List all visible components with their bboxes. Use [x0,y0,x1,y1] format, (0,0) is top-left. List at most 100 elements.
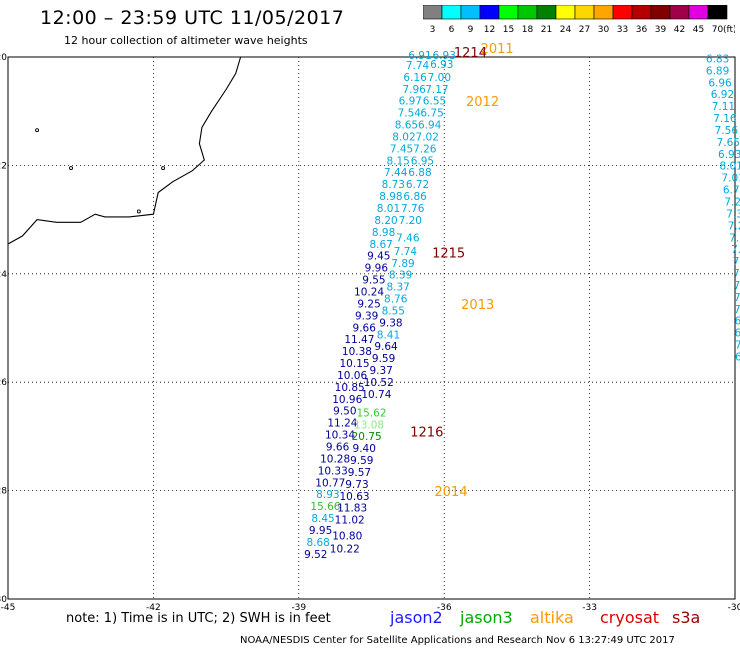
wave-height-value: 7.2 [728,220,740,232]
pass-time-label: 2013 [461,298,494,313]
wave-height-value: 7.65 [717,137,740,149]
pass-time-label: 1216 [410,425,443,440]
color-tick-label: 21 [541,25,552,35]
wave-height-value: 7.74 [406,60,430,72]
pass-time-label: 2014 [435,485,468,500]
color-tick-label: 6 [449,25,455,35]
wave-height-value: 8.98 [372,227,395,239]
wave-height-value: 6.79 [723,185,740,197]
color-tick-label: 9 [468,25,474,35]
wave-height-value: 7.00 [428,72,451,84]
wave-height-value: 7.11 [712,101,735,113]
wave-height-value: 9.95 [309,525,332,537]
wave-height-value: 11.02 [335,515,365,527]
lon-tick-label: -45 [1,603,16,613]
wave-height-value: 6 [735,352,740,364]
lat-tick-label: -26 [0,378,7,388]
wave-height-value: 8.98 [379,191,402,203]
wave-height-value: 7 [734,304,740,316]
wave-height-value: 6.93 [433,50,456,62]
map-subtitle: 12 hour collection of altimeter wave hei… [64,34,308,47]
island [35,128,40,133]
wave-height-value: 8.76 [384,294,408,306]
wave-height-value: 9.66 [326,441,350,453]
island [69,166,73,171]
lon-tick-label: -36 [437,603,452,613]
wave-height-value: 13.08 [354,419,384,431]
wave-height-value: 7. [733,256,740,268]
lon-tick-label: -39 [291,603,306,613]
wave-height-value: 10.80 [332,530,362,542]
legend-s3a: s3a [672,608,701,627]
color-tick-label: 27 [579,25,590,35]
wave-height-value: 10.77 [315,477,345,489]
wave-height-value: 8.15 [386,155,409,167]
credit-line: NOAA/NESDIS Center for Satellite Applica… [240,635,675,646]
wave-height-value: 8.65 [395,120,418,132]
legend-jason2: jason2 [390,608,443,627]
wave-height-value: 7 [735,340,740,352]
wave-height-value: 6.89 [706,65,729,77]
footer-note: note: 1) Time is in UTC; 2) SWH is in fe… [66,611,331,626]
wave-height-value: 10.28 [320,453,350,465]
wave-height-value: 9.66 [353,322,377,334]
wave-height-value: 9.57 [348,467,371,479]
wave-height-value: 10.24 [354,286,384,298]
wave-height-value: 7.74 [394,246,418,258]
wave-height-value: 7.16 [713,113,737,125]
pass-time-label: 2011 [481,42,514,57]
color-tick-label: 39 [655,25,667,35]
wave-height-value: 6.86 [403,191,427,203]
wave-height-value: 8.01 [719,161,740,173]
color-tick-label: 70 [712,25,724,35]
wave-height-value: 9.37 [369,365,392,377]
pass-time-label: 1214 [454,46,487,61]
wave-height-value: 6.95 [411,155,434,167]
wave-height-value: 10.22 [330,543,360,555]
wave-height-value: 7.3 [726,208,740,220]
wave-height-value: 6.93 [430,59,453,71]
wave-height-value: 7.17 [425,84,448,96]
coastline [7,56,242,245]
wave-height-value: 8.39 [389,270,412,282]
legend-altika: altika [530,608,574,627]
wave-height-value: 7.56 [715,125,739,137]
wave-height-value: 10.15 [340,358,370,370]
lon-tick-label: -42 [146,603,161,613]
wave-height-value: 6 [735,316,740,328]
wave-height-value: 9.40 [353,443,376,455]
wave-height-value: 7 [734,292,740,304]
wave-height-value: 7.20 [399,215,422,227]
wave-height-value: 7 [734,280,740,292]
wave-height-value: 20.75 [352,431,382,443]
lat-tick-label: -22 [0,161,7,171]
wave-height-value: 7.29 [724,197,740,209]
color-unit-label: (ft) [723,25,735,35]
lat-tick-label: -28 [0,487,7,497]
wave-height-value: 8.20 [374,215,397,227]
wave-height-value: 11.24 [327,418,357,430]
wave-height-value: 7. [733,268,740,280]
lat-tick-label: -30 [0,595,7,605]
wave-height-value: 7.44 [384,167,408,179]
wave-height-value: 11.47 [344,334,374,346]
wave-height-value: 7.01 [721,173,740,185]
wave-height-value: 7.45 [390,143,413,155]
wave-height-value: 6 [735,328,740,340]
wave-height-value: 9.39 [355,310,378,322]
wave-height-value: 8.01 [377,203,400,215]
wave-height-value: 8.55 [382,305,405,317]
wave-height-value: 8.41 [377,329,400,341]
wave-height-value: 9.64 [374,341,398,353]
wave-height-value: 7.76 [401,203,425,215]
wave-height-value: 8.02 [392,131,415,143]
wave-height-value: 10.96 [332,394,362,406]
color-tick-label: 15 [503,25,514,35]
wave-height-value: 8.68 [306,537,329,549]
wave-height-value: 9.38 [379,317,402,329]
wave-height-value: 6.83 [706,53,729,65]
color-tick-label: 3 [430,25,436,35]
pass-time-label: 2012 [466,95,499,110]
legend-jason3: jason3 [460,608,513,627]
